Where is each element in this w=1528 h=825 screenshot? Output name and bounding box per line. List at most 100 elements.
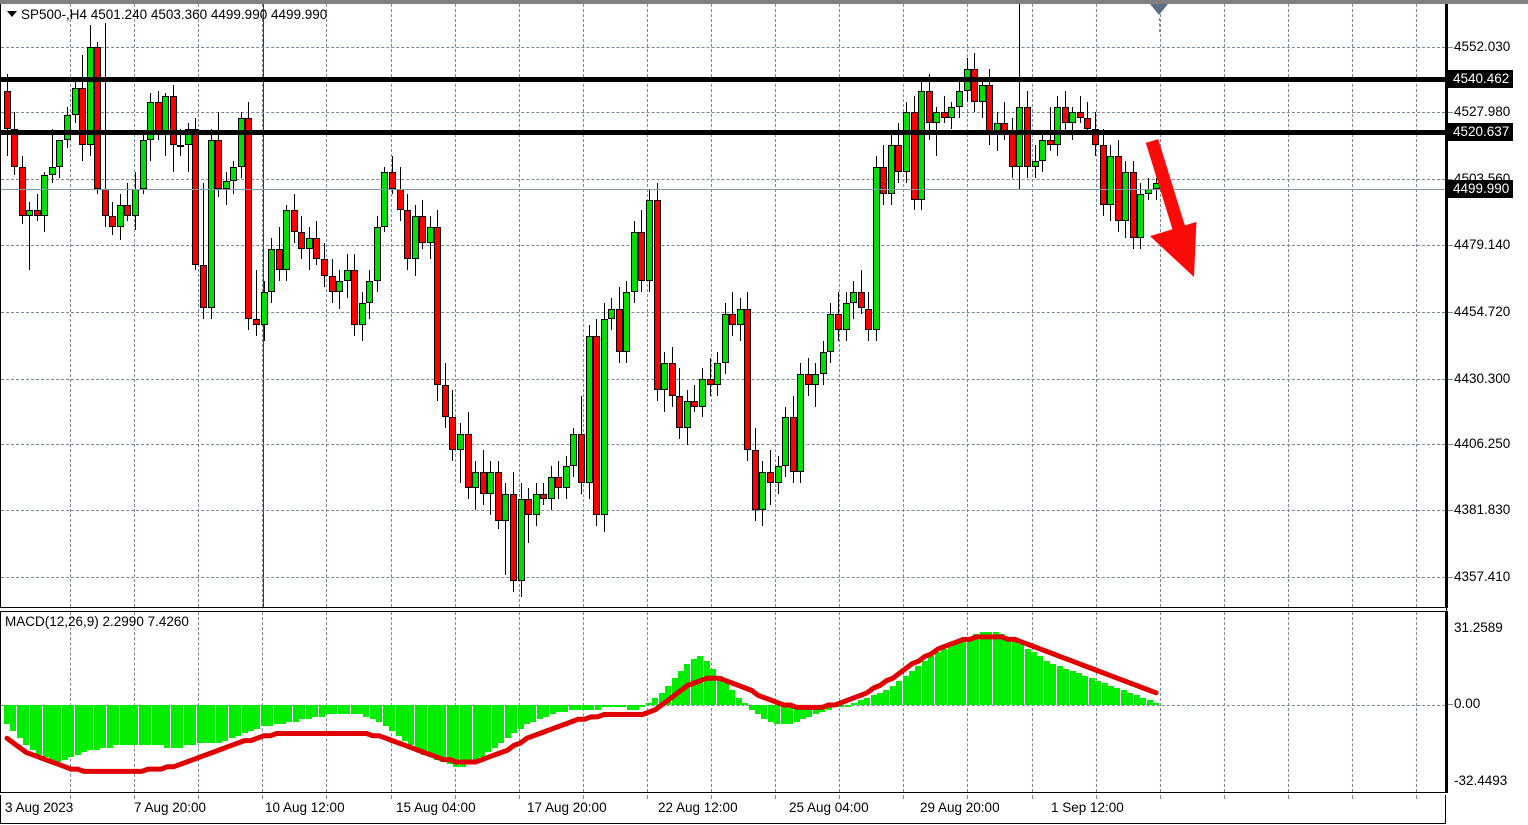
grid-line-horizontal: [1, 245, 1445, 247]
candle-body-bearish: [638, 232, 646, 282]
candlestick: [940, 96, 948, 124]
candlestick: [41, 172, 49, 233]
time-axis-tick: [582, 795, 584, 799]
candle-body-bullish: [305, 237, 313, 249]
macd-histogram-bar: [742, 702, 749, 705]
candle-body-bullish: [139, 139, 147, 189]
candlestick: [691, 384, 699, 412]
macd-histogram-bar: [652, 697, 659, 705]
macd-histogram-bar: [1069, 670, 1076, 705]
candlestick: [200, 183, 208, 320]
candlestick: [827, 303, 835, 363]
macd-histogram-bar: [722, 683, 729, 705]
candlestick: [532, 482, 540, 527]
candlestick: [426, 215, 434, 260]
macd-histogram-bar: [1011, 639, 1018, 705]
candle-body-bullish: [1069, 112, 1077, 124]
grid-line-vertical: [646, 612, 648, 792]
candle-body-bullish: [366, 281, 374, 304]
resistance-level-line[interactable]: [1, 130, 1445, 136]
candlestick: [1031, 145, 1039, 178]
candle-body-bearish: [1084, 117, 1092, 129]
candlestick: [759, 461, 767, 527]
macd-histogram-bar: [260, 705, 267, 727]
candle-body-bullish: [585, 335, 593, 483]
candlestick: [230, 161, 238, 195]
candle-body-bullish: [948, 106, 956, 118]
candlestick: [366, 270, 374, 320]
candlestick: [1137, 183, 1145, 249]
candle-body-bullish: [570, 433, 578, 467]
macd-zero-line: [1, 705, 1445, 706]
macd-histogram-bar: [1082, 675, 1089, 705]
bearish-arrow-annotation[interactable]: [1, 4, 1445, 606]
candle-body-bullish: [116, 205, 124, 227]
macd-histogram-bar: [549, 705, 556, 715]
candlestick: [955, 79, 963, 118]
candlestick: [222, 172, 230, 206]
candle-body-bearish: [351, 270, 359, 325]
triangle-down-icon[interactable]: [7, 11, 17, 17]
candle-body-bearish: [94, 47, 102, 189]
price-scale-axis[interactable]: 4552.030 4527.980 4503.560 4479.140 4454.720…: [1446, 4, 1528, 793]
macd-histogram-bar: [568, 705, 575, 710]
time-axis-tick: [1352, 795, 1353, 799]
candle-body-bearish: [33, 210, 41, 216]
candle-body-bullish: [842, 303, 850, 331]
macd-histogram-bar: [267, 705, 274, 727]
time-axis-tick: [711, 795, 712, 799]
candle-body-bullish: [1031, 161, 1039, 167]
resistance-level-line[interactable]: [1, 76, 1445, 82]
current-price-line[interactable]: [1, 188, 1445, 190]
candlestick: [509, 471, 517, 592]
macd-histogram-bar: [164, 705, 171, 748]
candle-body-bearish: [766, 471, 774, 483]
macd-histogram-bar: [703, 661, 710, 705]
grid-line-vertical: [134, 4, 136, 607]
candlestick: [1114, 139, 1122, 233]
macd-histogram-bar: [588, 705, 595, 710]
window-top-strip: [0, 0, 1528, 4]
macd-histogram-bar: [299, 705, 306, 720]
candlestick: [464, 411, 472, 500]
macd-histogram-bar: [729, 690, 736, 705]
candlestick: [698, 368, 706, 418]
candle-body-bullish: [207, 139, 215, 309]
candle-body-bullish: [683, 401, 691, 429]
candle-body-bearish: [880, 166, 888, 195]
time-axis-label: 17 Aug 20:00: [527, 800, 607, 815]
time-axis-tick: [1416, 795, 1418, 799]
candlestick: [373, 215, 381, 293]
candle-wick: [694, 384, 696, 412]
grid-line-vertical: [390, 4, 392, 607]
triangle-down-marker-icon[interactable]: [1150, 4, 1168, 15]
price-tick: [1447, 443, 1453, 445]
candle-body-bullish: [562, 466, 570, 489]
grid-line-vertical: [518, 4, 520, 607]
candle-body-bullish: [918, 90, 926, 200]
macd-histogram-bar: [954, 641, 960, 705]
arrow-head: [1149, 221, 1197, 277]
macd-histogram-bar: [395, 705, 402, 736]
candlestick: [275, 226, 283, 282]
macd-histogram-bar: [1024, 649, 1031, 705]
candle-body-bullish: [1054, 106, 1062, 146]
candle-body-bearish: [1046, 139, 1054, 146]
macd-indicator-pane[interactable]: MACD(12,26,9) 2.2990 7.4260: [0, 611, 1446, 793]
candle-body-bullish: [1039, 139, 1047, 162]
candlestick: [457, 422, 465, 483]
candle-body-bullish: [797, 373, 805, 472]
candle-wick: [127, 183, 129, 222]
candle-body-bearish: [578, 433, 585, 483]
candlestick: [615, 286, 623, 363]
grid-line-horizontal: [1, 112, 1445, 114]
candle-wick: [51, 128, 53, 184]
candle-body-bearish: [555, 477, 563, 489]
price-chart-pane[interactable]: SP500-,H4 4501.240 4503.360 4499.990 449…: [0, 4, 1446, 608]
candle-body-bearish: [744, 308, 752, 451]
candle-body-bullish: [237, 117, 245, 167]
macd-histogram-bar: [517, 705, 524, 729]
candle-body-bearish: [706, 379, 714, 385]
candle-body-bearish: [290, 210, 298, 233]
time-axis[interactable]: 3 Aug 2023 7 Aug 20:00 10 Aug 12:00 15 Aug …: [0, 795, 1446, 824]
